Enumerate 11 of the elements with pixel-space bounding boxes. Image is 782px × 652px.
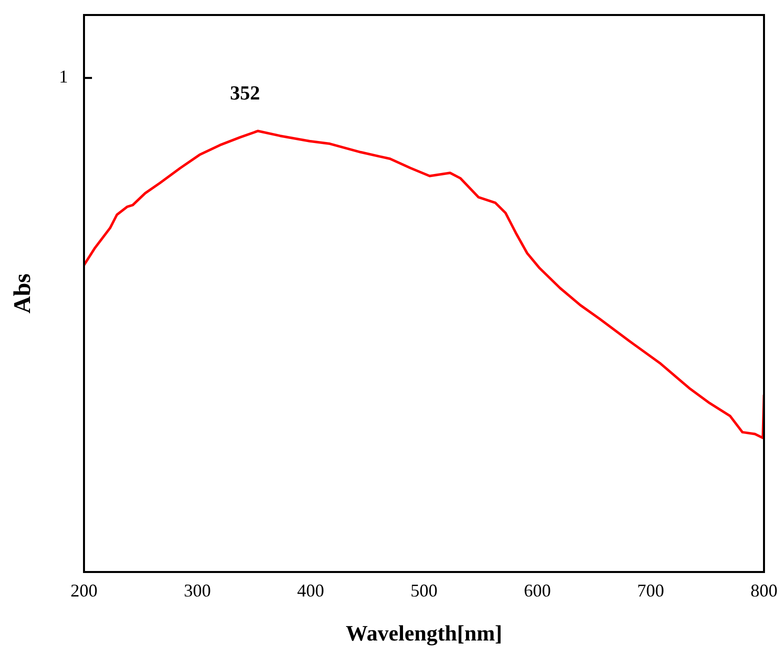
x-tick-label: 300 <box>184 580 211 601</box>
text: 352 <box>230 82 260 104</box>
x-tick-label: 400 <box>297 580 324 601</box>
x-tick-label: 200 <box>70 580 98 601</box>
x-tick-label: 800 <box>750 580 778 601</box>
x-tick-label: 500 <box>410 580 438 601</box>
x-tick-label: 700 <box>637 580 664 601</box>
x-tick-label: 600 <box>524 580 551 601</box>
text: 1 <box>59 66 68 87</box>
x-axis-title: Wavelength[nm] <box>346 620 502 646</box>
y-axis-title: Abs <box>10 273 36 314</box>
